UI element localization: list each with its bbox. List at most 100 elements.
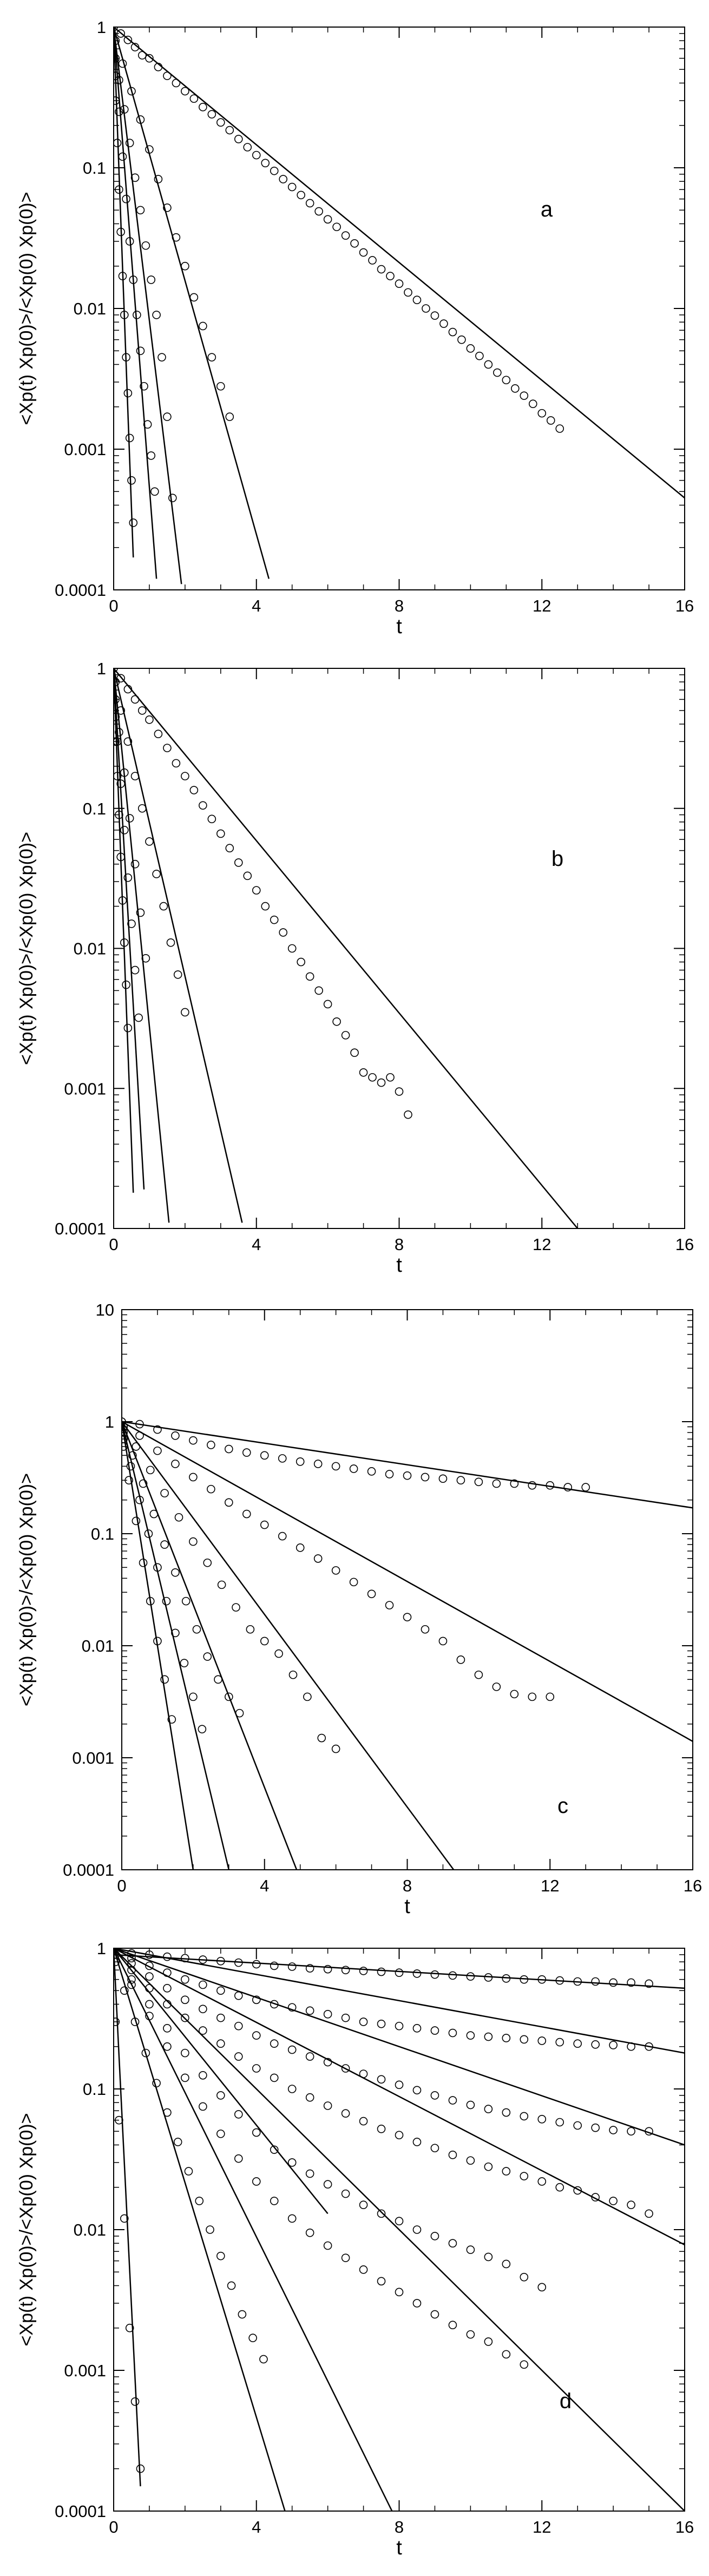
data-point [243,143,252,152]
data-series [122,1422,340,1753]
data-point [303,1692,312,1701]
data-point [216,1986,225,1995]
data-point [123,685,133,694]
data-point [122,1417,126,1426]
data-point [296,1543,305,1552]
x-tick-label: 12 [533,2518,551,2536]
data-point [122,194,130,203]
data-point [537,2283,547,2292]
data-point [377,265,386,274]
data-point [199,1955,207,1964]
fit-line [114,668,145,1190]
data-point [136,908,145,917]
data-point [181,1995,189,2005]
data-point [141,241,150,250]
chart-panel-b: 0.0001 0.001 0.01 0.1 1 0 4 8 12 16 t <Xp(t) Xp(0)>… [16,659,694,1277]
data-point [114,96,120,105]
chart-panel-a: 0.0001 0.001 0.01 0.1 1 0 4 8 12 16 t <Xp(t) Xp(0)>… [16,18,694,638]
data-series [114,1948,653,2218]
panel-label: d [560,2389,572,2413]
data-point [475,351,484,360]
x-axis-label: t [404,1895,410,1918]
data-point [404,288,412,297]
data-point [152,870,161,878]
y-tick-label: 0.1 [91,1524,114,1543]
fit-line [122,1421,693,1509]
data-point [120,826,129,834]
data-point [332,1017,341,1026]
data-point [181,2073,189,2082]
data-point [234,1991,243,2000]
data-point [270,2000,279,2009]
data-point [217,1580,226,1589]
y-tick-label: 1 [97,1939,106,1958]
data-point [181,2048,189,2058]
data-point [136,115,145,124]
data-point [412,2086,422,2095]
data-point [502,2034,511,2042]
data-point [386,272,395,280]
data-point [430,2232,439,2240]
data-point [448,327,457,337]
data-point [125,139,134,148]
data-point [645,2042,653,2051]
data-point [546,416,555,425]
data-point [171,1628,180,1638]
x-axis-label: t [396,2536,402,2559]
data-point [377,2277,386,2286]
data-point [144,1529,153,1538]
data-point [323,1000,332,1009]
data-point [341,1031,350,1040]
data-point [323,2058,332,2067]
data-point [466,2031,475,2040]
data-point [520,2272,529,2282]
data-point [167,1715,176,1724]
data-point [128,1451,137,1460]
data-point [130,965,140,975]
data-point [206,2225,214,2234]
data-point [172,759,181,768]
data-point [359,2018,368,2026]
x-tick-label: 8 [395,596,404,615]
data-point [163,203,172,212]
data-point [359,2265,368,2274]
data-point [573,2039,582,2048]
y-tick-label: 0.01 [82,1637,114,1655]
data-point [385,1601,394,1609]
data-point [331,1566,340,1575]
data-point [146,1466,155,1475]
data-point [189,1537,198,1546]
data-point [238,2310,247,2319]
data-point [207,1484,215,1494]
data-point [359,2200,368,2210]
data-point [502,376,511,385]
data-point [145,715,154,724]
data-point [137,706,147,715]
data-point [323,2241,332,2250]
data-point [114,1957,120,1966]
data-point [627,1978,635,1987]
data-point [153,1563,162,1572]
x-tick-label: 16 [675,1235,694,1254]
data-point [130,2397,140,2406]
data-point [163,2108,172,2117]
data-point [287,182,297,192]
data-point [145,1961,154,1970]
data-point [127,87,136,96]
y-tick-label: 0.001 [72,1749,114,1767]
data-point [484,1973,493,1982]
data-point [141,2048,150,2058]
data-point [627,2042,635,2051]
data-point [350,1048,359,1057]
data-point [171,1460,180,1468]
data-point [127,1966,136,1975]
data-point [252,150,261,160]
data-point [492,1479,501,1488]
data-point [130,43,140,51]
data-point [645,1979,653,1988]
data-point [448,1971,457,1980]
y-tick-label: 0.01 [74,939,106,958]
data-point [122,1442,128,1451]
data-point [118,896,127,905]
fit-line [114,27,685,499]
